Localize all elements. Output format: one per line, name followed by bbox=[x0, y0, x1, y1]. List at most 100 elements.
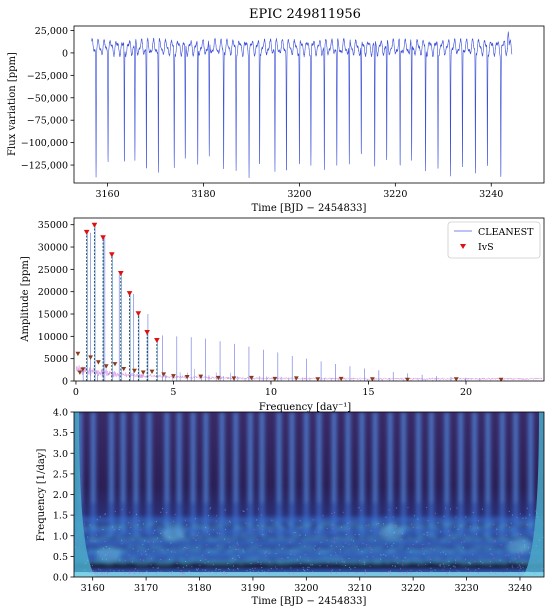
wavelet-speckle bbox=[147, 548, 149, 550]
wavelet-blob bbox=[119, 559, 128, 564]
wavelet-speckle bbox=[227, 562, 229, 564]
wavelet-speckle bbox=[104, 513, 106, 515]
wavelet-speckle bbox=[453, 537, 455, 539]
wavelet-speckle bbox=[312, 547, 314, 549]
wavelet-speckle bbox=[186, 554, 188, 556]
wavelet-speckle bbox=[187, 572, 189, 574]
wavelet-speckle bbox=[89, 572, 91, 574]
wavelet-speckle bbox=[416, 570, 418, 572]
wavelet-blob bbox=[286, 523, 294, 528]
wavelet-speckle bbox=[260, 563, 262, 565]
wavelet-speckle bbox=[349, 521, 351, 523]
wavelet-speckle bbox=[400, 568, 402, 570]
wavelet-speckle bbox=[237, 548, 239, 550]
wavelet-speckle bbox=[357, 572, 359, 574]
wavelet-speckle bbox=[510, 541, 512, 543]
wavelet-speckle bbox=[206, 531, 208, 533]
wavelet-speckle bbox=[523, 544, 525, 546]
wavelet-speckle bbox=[237, 567, 239, 569]
wavelet-speckle bbox=[130, 571, 132, 573]
wavelet-blob bbox=[501, 536, 511, 541]
wavelet-speckle bbox=[118, 570, 120, 572]
wavelet-speckle bbox=[326, 539, 328, 541]
wavelet-speckle bbox=[385, 555, 387, 557]
wavelet-speckle bbox=[293, 554, 295, 556]
wavelet-blob bbox=[389, 547, 399, 552]
wavelet-speckle bbox=[102, 529, 104, 531]
wavelet-blob bbox=[404, 558, 412, 563]
wavelet-speckle bbox=[160, 532, 162, 534]
wavelet-speckle bbox=[380, 558, 382, 560]
wavelet-speckle bbox=[383, 554, 385, 556]
wavelet-blob bbox=[147, 522, 156, 527]
wavelet-speckle bbox=[422, 548, 424, 550]
wavelet-blob bbox=[237, 547, 246, 552]
wavelet-speckle bbox=[165, 532, 167, 534]
wavelet-speckle bbox=[538, 539, 540, 541]
wavelet-xtick-label: 3220 bbox=[401, 583, 425, 594]
wavelet-blob bbox=[508, 525, 515, 530]
periodogram-ytick-label: 20000 bbox=[38, 287, 68, 298]
wavelet-speckle bbox=[257, 571, 259, 573]
wavelet-blob bbox=[411, 548, 422, 553]
wavelet-speckle bbox=[532, 572, 534, 574]
wavelet-speckle bbox=[278, 544, 280, 546]
wavelet-blob bbox=[411, 523, 418, 528]
lightcurve-axes-frame bbox=[73, 25, 545, 184]
wavelet-blob bbox=[440, 547, 449, 552]
wavelet-speckle bbox=[233, 565, 235, 567]
wavelet-speckle bbox=[98, 568, 100, 570]
wavelet-speckle bbox=[83, 552, 85, 554]
wavelet-blob bbox=[486, 523, 496, 528]
wavelet-speckle bbox=[89, 565, 91, 567]
wavelet-speckle bbox=[208, 533, 210, 535]
wavelet-speckle bbox=[449, 567, 451, 569]
wavelet-blob bbox=[486, 537, 496, 542]
wavelet-speckle bbox=[191, 572, 193, 574]
wavelet-speckle bbox=[393, 555, 395, 557]
wavelet-speckle bbox=[455, 516, 457, 518]
wavelet-speckle bbox=[339, 549, 341, 551]
wavelet-speckle bbox=[500, 544, 502, 546]
wavelet-glow bbox=[160, 526, 185, 541]
wavelet-coi-bottom bbox=[74, 572, 544, 577]
wavelet-speckle bbox=[518, 556, 520, 558]
wavelet-speckle bbox=[425, 563, 427, 565]
wavelet-speckle bbox=[404, 556, 406, 558]
wavelet-speckle bbox=[104, 554, 106, 556]
wavelet-blob bbox=[267, 536, 276, 541]
wavelet-speckle bbox=[186, 524, 188, 526]
wavelet-speckle bbox=[257, 561, 259, 563]
wavelet-blob bbox=[160, 548, 170, 553]
wavelet-speckle bbox=[307, 568, 309, 570]
wavelet-speckle bbox=[350, 568, 352, 570]
wavelet-speckle bbox=[489, 565, 491, 567]
wavelet-eclipse-core bbox=[459, 412, 462, 503]
wavelet-blob bbox=[169, 547, 177, 552]
wavelet-speckle bbox=[417, 564, 419, 566]
wavelet-speckle bbox=[541, 569, 543, 571]
wavelet-speckle bbox=[427, 520, 429, 522]
wavelet-speckle bbox=[109, 569, 111, 571]
wavelet-speckle bbox=[209, 508, 211, 510]
ivs-marker bbox=[144, 329, 150, 336]
wavelet-speckle bbox=[339, 551, 341, 553]
wavelet-blob bbox=[230, 557, 238, 562]
wavelet-speckle bbox=[305, 572, 307, 574]
wavelet-blob bbox=[167, 557, 176, 562]
wavelet-speckle bbox=[92, 570, 94, 572]
wavelet-speckle bbox=[218, 572, 220, 574]
wavelet-speckle bbox=[221, 571, 223, 573]
wavelet-coi-left bbox=[74, 412, 96, 577]
wavelet-blob bbox=[307, 523, 314, 528]
wavelet-speckle bbox=[263, 571, 265, 573]
wavelet-speckle bbox=[289, 541, 291, 543]
wavelet-speckle bbox=[91, 565, 93, 567]
wavelet-speckle bbox=[293, 572, 295, 574]
wavelet-speckle bbox=[389, 570, 391, 572]
wavelet-speckle bbox=[94, 540, 96, 542]
wavelet-speckle bbox=[413, 515, 415, 517]
wavelet-speckle bbox=[257, 572, 259, 574]
wavelet-speckle bbox=[237, 554, 239, 556]
wavelet-ytick-label: 2.5 bbox=[53, 469, 68, 480]
